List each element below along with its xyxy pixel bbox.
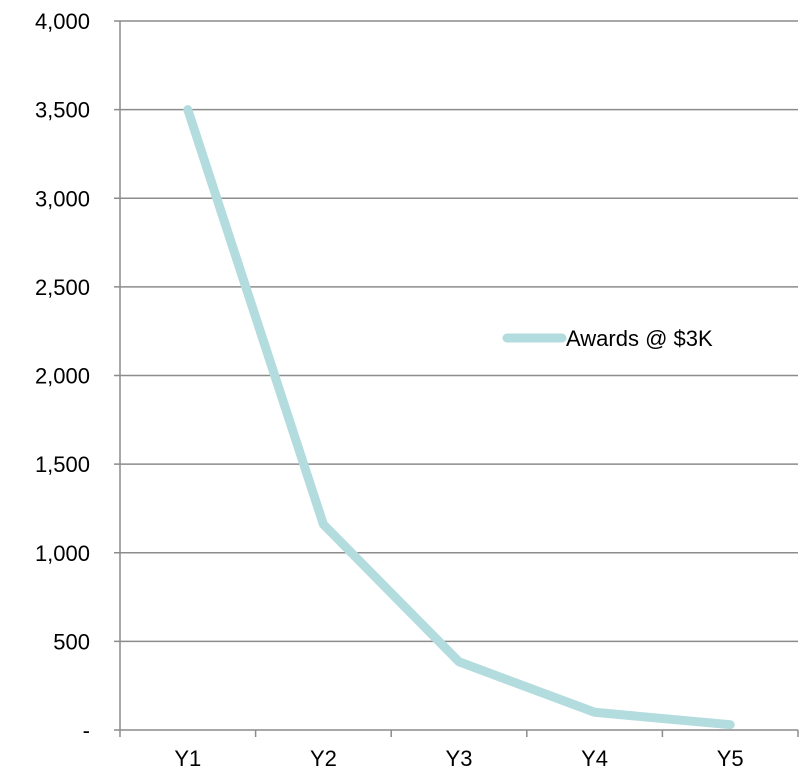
y-tick-label: 2,000 — [35, 364, 90, 389]
y-tick-label: 1,000 — [35, 541, 90, 566]
y-tick-label: 1,500 — [35, 452, 90, 477]
gridlines — [120, 20, 798, 643]
axes — [114, 20, 799, 737]
x-tick-label: Y1 — [174, 746, 201, 771]
x-tick-label: Y4 — [581, 746, 608, 771]
y-tick-label: 3,000 — [35, 186, 90, 211]
legend-label: Awards @ $3K — [566, 326, 713, 351]
y-tick-label: 500 — [53, 629, 90, 654]
y-tick-labels: - 500 1,000 1,500 2,000 2,500 3,000 3,500 4,000 — [35, 9, 90, 743]
x-tick-labels: Y1 Y2 Y3 Y4 Y5 — [174, 746, 743, 771]
x-tick-label: Y3 — [446, 746, 473, 771]
series-line — [183, 105, 735, 730]
x-tick-label: Y2 — [310, 746, 337, 771]
x-tick-label: Y5 — [717, 746, 744, 771]
y-tick-label: - — [83, 718, 90, 743]
y-tick-label: 2,500 — [35, 275, 90, 300]
y-tick-label: 4,000 — [35, 9, 90, 34]
y-tick-label: 3,500 — [35, 98, 90, 123]
series — [183, 105, 735, 730]
legend: Awards @ $3K — [502, 326, 713, 351]
